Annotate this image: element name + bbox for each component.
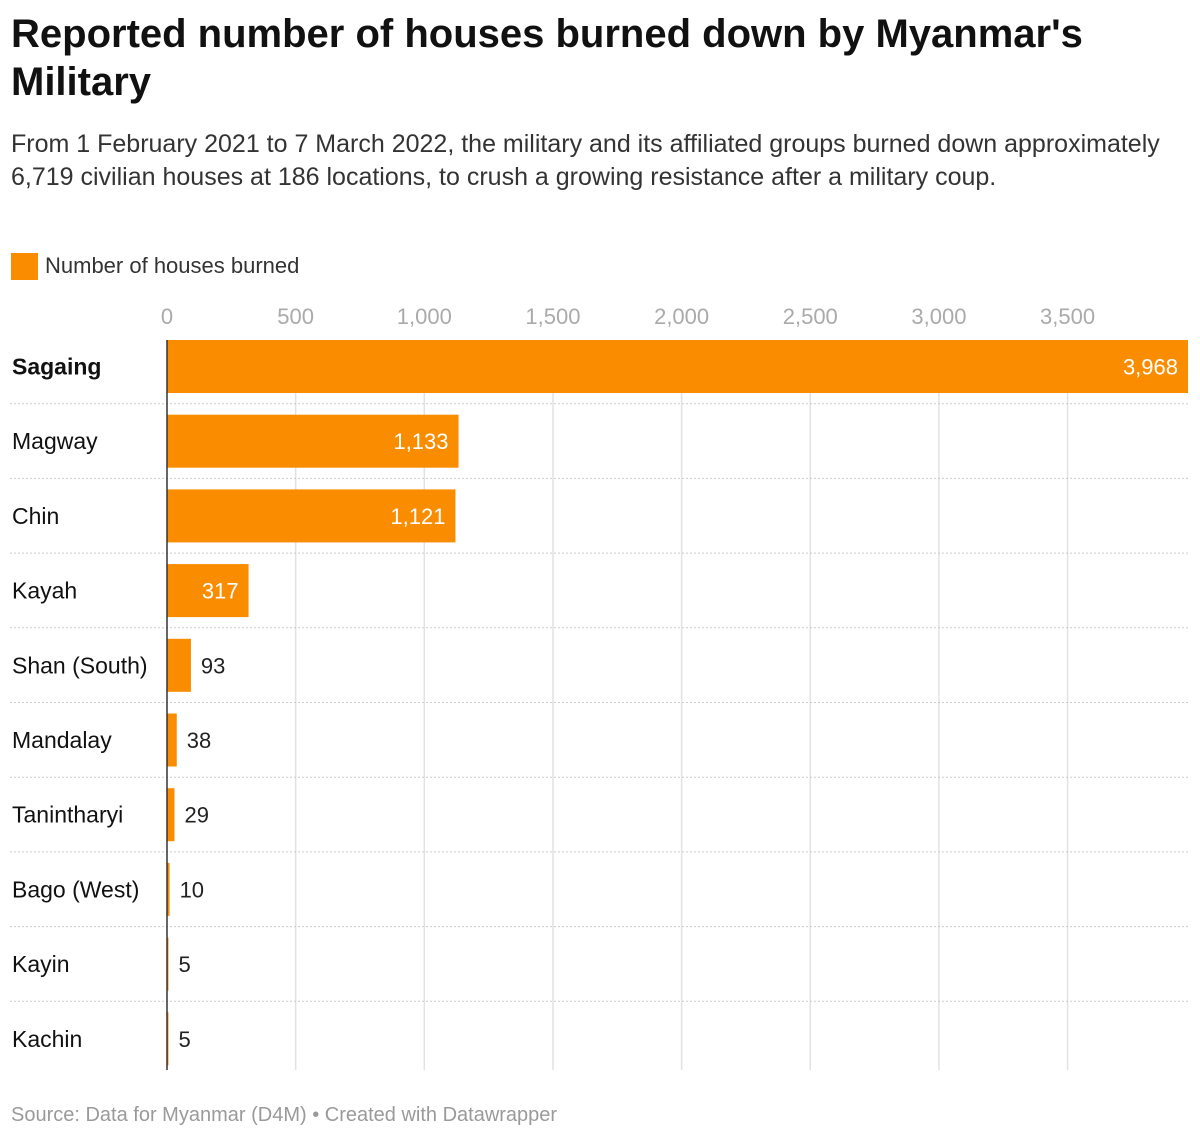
x-tick-label: 0: [161, 304, 173, 329]
category-label: Kachin: [12, 1026, 82, 1052]
value-label: 29: [184, 803, 208, 828]
legend-label: Number of houses burned: [45, 253, 300, 278]
x-tick-label: 3,000: [911, 304, 966, 329]
bar: [167, 340, 1188, 393]
bar-row: Mandalay 38: [10, 713, 1188, 778]
category-label: Kayah: [12, 578, 77, 604]
chart-title: Reported number of houses burned down by…: [11, 12, 1083, 104]
category-label: Sagaing: [12, 354, 101, 380]
value-label: 5: [179, 1027, 191, 1052]
bar-chart: 0 500 1,000 1,500 2,000 2,500 3,000 3,500 Sagain…: [10, 304, 1188, 1070]
value-label: 1,121: [390, 504, 445, 529]
bar: [167, 862, 170, 916]
category-label: Shan (South): [12, 652, 148, 678]
bar: [167, 713, 177, 767]
value-label: 38: [187, 728, 211, 753]
bar-row: Kayah 317: [10, 564, 1188, 629]
category-label: Chin: [12, 503, 59, 529]
bar-row: Magway 1,133: [10, 414, 1188, 479]
bar: [167, 638, 191, 692]
x-axis-ticks: 0 500 1,000 1,500 2,000 2,500 3,000 3,500: [161, 304, 1095, 329]
value-label: 317: [202, 579, 239, 604]
category-label: Magway: [12, 428, 98, 454]
bar-row: Shan (South) 93: [10, 638, 1188, 703]
bar-row: Kayin 5: [10, 937, 1188, 1002]
value-label: 1,133: [393, 429, 448, 454]
bar-row: Chin 1,121: [10, 489, 1188, 554]
category-label: Mandalay: [12, 727, 112, 753]
value-label: 10: [180, 877, 204, 902]
category-label: Tanintharyi: [12, 802, 123, 828]
legend-swatch: [11, 252, 38, 280]
bar: [167, 489, 456, 543]
bar-row: Bago (West) 10: [10, 862, 1188, 928]
bar-row: Tanintharyi 29: [10, 788, 1188, 853]
x-tick-label: 1,500: [525, 304, 580, 329]
bar: [167, 564, 249, 618]
value-label: 5: [179, 952, 191, 977]
x-tick-label: 2,000: [654, 304, 709, 329]
x-tick-label: 2,500: [783, 304, 838, 329]
category-label: Kayin: [12, 951, 70, 977]
value-label: 93: [201, 653, 225, 678]
bar-rows: Sagaing 3,968 Magway 1,133 Chin 1,121 Kayah 317…: [10, 340, 1188, 1066]
bar: [167, 788, 175, 842]
bar: [167, 414, 459, 468]
legend: Number of houses burned: [11, 252, 299, 280]
bar-row: Sagaing 3,968: [10, 340, 1188, 405]
value-label: 3,968: [1123, 355, 1178, 380]
category-label: Bago (West): [12, 876, 139, 902]
x-tick-label: 3,500: [1040, 304, 1095, 329]
bar-row: Kachin 5: [12, 1012, 191, 1066]
source-note: Source: Data for Myanmar (D4M) • Created…: [11, 1104, 558, 1126]
x-tick-label: 500: [277, 304, 314, 329]
chart-subtitle: From 1 February 2021 to 7 March 2022, th…: [11, 130, 1160, 191]
x-tick-label: 1,000: [397, 304, 452, 329]
